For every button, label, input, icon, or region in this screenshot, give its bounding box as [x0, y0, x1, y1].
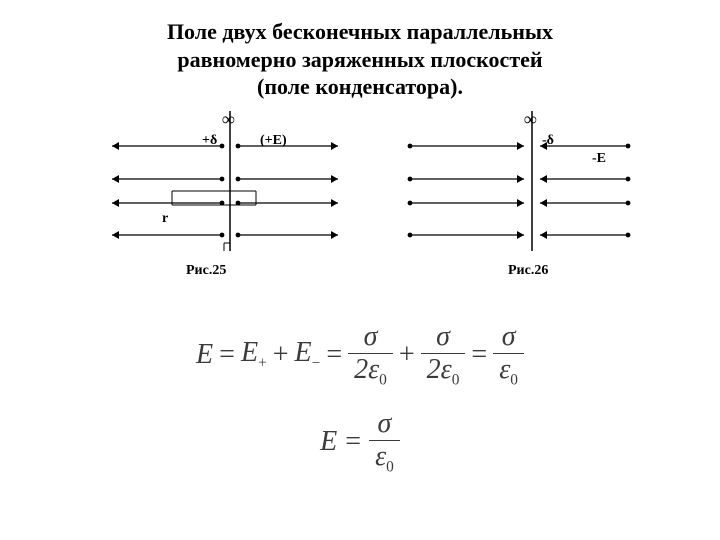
fig26-caption: Рис.26	[508, 263, 548, 279]
title-line-2: равномерно заряженных плоскостей	[60, 46, 660, 74]
fig25-charge-label: +δ	[202, 133, 217, 149]
fig25-caption: Рис.25	[186, 263, 226, 279]
diagrams-area: ∞ +δ (+E) r Рис.25 ∞ -δ -E Рис.26	[0, 101, 720, 301]
equation-2: E = σ ε0	[320, 410, 400, 475]
page-title: Поле двух бесконечных параллельных равно…	[0, 0, 720, 101]
title-line-1: Поле двух бесконечных параллельных	[60, 18, 660, 46]
fig26-field-label: -E	[592, 151, 606, 167]
fig25-infinity: ∞	[222, 109, 235, 130]
title-line-3: (поле конденсатора).	[60, 73, 660, 101]
fig25-r-label: r	[162, 211, 168, 227]
figure-26-svg	[0, 101, 720, 371]
fig25-field-label: (+E)	[260, 133, 287, 149]
fig26-infinity: ∞	[524, 109, 537, 130]
fig26-charge-label: -δ	[542, 133, 554, 149]
